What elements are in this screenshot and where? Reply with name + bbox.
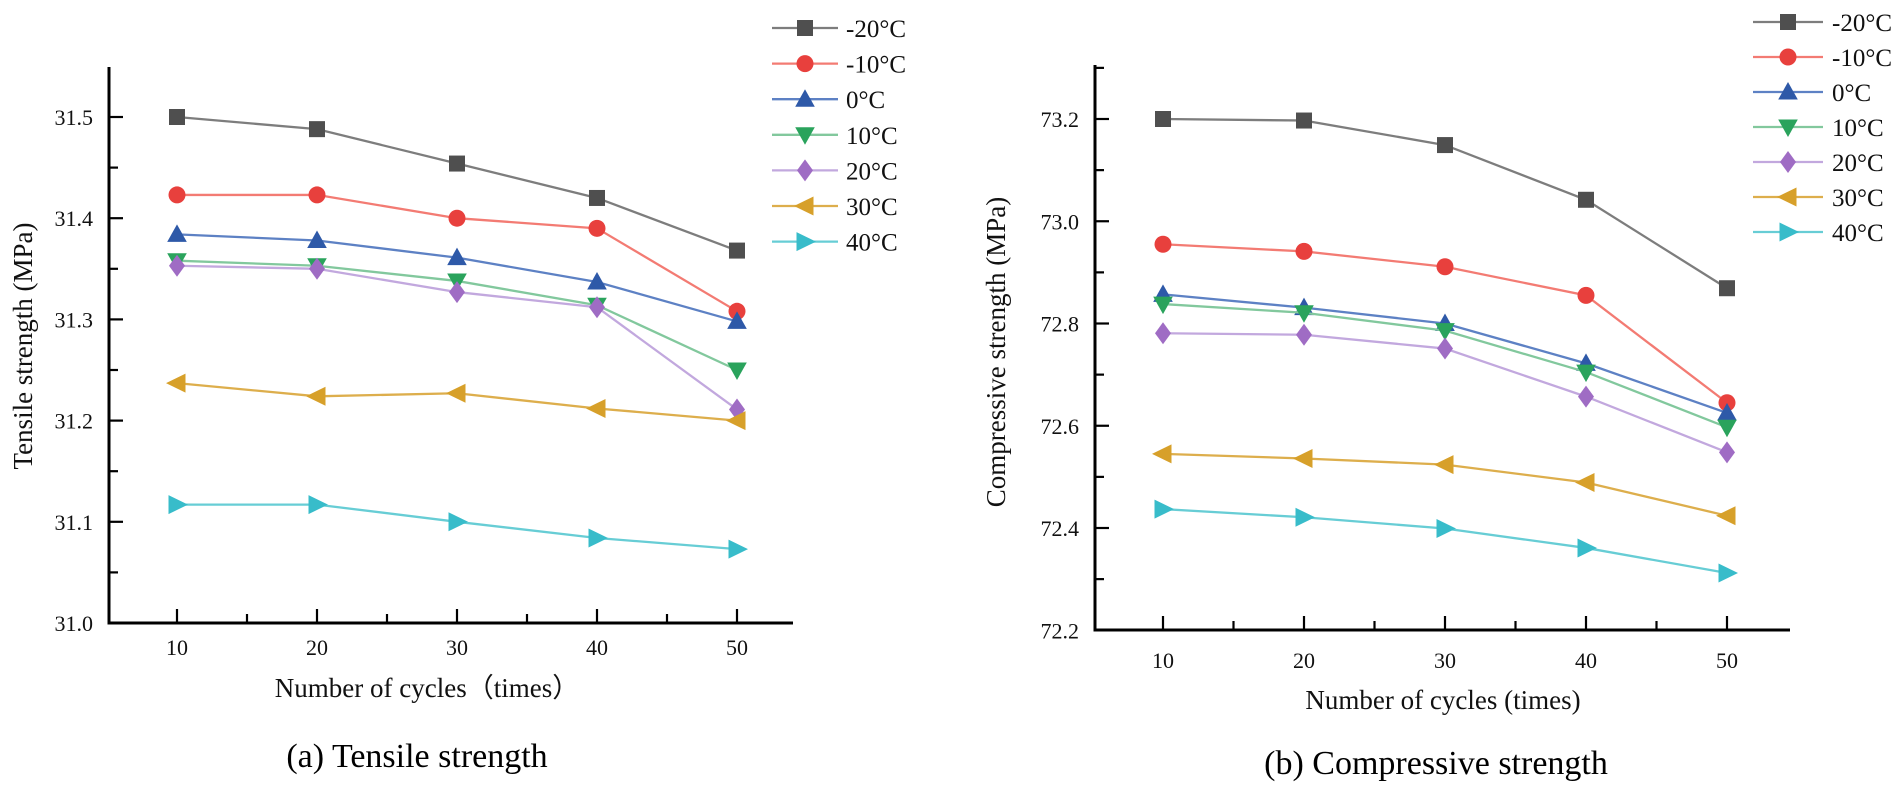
svg-text:0°C: 0°C [1832, 80, 1871, 107]
svg-text:40°C: 40°C [1832, 220, 1884, 247]
svg-text:-10°C: -10°C [1832, 45, 1892, 72]
axes [1093, 65, 1790, 632]
svg-text:10: 10 [166, 635, 188, 660]
svg-text:30: 30 [446, 635, 468, 660]
svg-text:20°C: 20°C [1832, 150, 1884, 177]
svg-text:72.8: 72.8 [1041, 312, 1080, 337]
caption-tensile: (a) Tensile strength [286, 738, 548, 775]
svg-text:73.2: 73.2 [1041, 107, 1080, 132]
y-axis-title: Compressive strength (MPa) [981, 197, 1011, 507]
ticks [109, 115, 739, 625]
y-axis-title: Tensile strength (MPa) [8, 222, 38, 469]
series-10°C [167, 253, 747, 380]
series--10°C [1154, 235, 1736, 412]
x-axis-title: Number of cycles（times） [275, 673, 579, 703]
series-40°C [1154, 499, 1738, 583]
svg-text:-20°C: -20°C [846, 16, 906, 43]
svg-text:73.0: 73.0 [1041, 209, 1080, 234]
series--10°C [168, 186, 746, 320]
series-30°C [1152, 444, 1736, 526]
svg-text:10°C: 10°C [1832, 115, 1884, 142]
svg-text:40°C: 40°C [846, 230, 898, 257]
panel-b: 72.2 72.4 72.6 72.8 73.0 73.2 10 20 30 40 50 Number… [981, 10, 1892, 715]
series-30°C [166, 373, 746, 431]
svg-text:20°C: 20°C [846, 158, 898, 185]
svg-text:31.1: 31.1 [55, 510, 94, 535]
series-10°C [1153, 296, 1737, 438]
svg-text:40: 40 [586, 635, 608, 660]
series-0°C [167, 224, 747, 329]
svg-text:72.6: 72.6 [1041, 414, 1080, 439]
ticks [1095, 66, 1729, 632]
svg-text:50: 50 [1716, 648, 1738, 673]
svg-text:31.4: 31.4 [55, 206, 94, 231]
legend: -20°C -10°C 0°C 10°C 20°C 30°C 40°C [1753, 10, 1892, 247]
series-20°C [1155, 322, 1735, 464]
x-axis-title: Number of cycles (times) [1305, 685, 1580, 715]
svg-text:20: 20 [306, 635, 328, 660]
svg-text:72.4: 72.4 [1041, 516, 1080, 541]
svg-text:31.5: 31.5 [55, 105, 94, 130]
svg-text:40: 40 [1575, 648, 1597, 673]
svg-text:31.2: 31.2 [55, 409, 94, 434]
svg-text:-20°C: -20°C [1832, 10, 1892, 37]
caption-compressive: (b) Compressive strength [1264, 745, 1608, 782]
svg-text:31.3: 31.3 [55, 307, 94, 332]
series-40°C [168, 495, 748, 559]
axes [107, 67, 793, 625]
series--20°C [169, 109, 745, 259]
svg-text:30: 30 [1434, 648, 1456, 673]
svg-text:-10°C: -10°C [846, 52, 906, 79]
tick-labels: 31.0 31.1 31.2 31.3 31.4 31.5 10 20 30 40 50 [55, 105, 749, 660]
svg-text:30°C: 30°C [846, 194, 898, 221]
series--20°C [1155, 111, 1735, 297]
svg-text:0°C: 0°C [846, 87, 885, 114]
panel-a: 31.0 31.1 31.2 31.3 31.4 31.5 10 20 30 40 50 Number… [8, 16, 906, 703]
svg-text:10°C: 10°C [846, 123, 898, 150]
svg-text:31.0: 31.0 [55, 611, 94, 636]
svg-text:20: 20 [1293, 648, 1315, 673]
tick-labels: 72.2 72.4 72.6 72.8 73.0 73.2 10 20 30 40 50 [1041, 107, 1739, 673]
svg-text:50: 50 [726, 635, 748, 660]
svg-text:30°C: 30°C [1832, 185, 1884, 212]
legend: -20°C -10°C 0°C 10°C 20°C 30°C 40°C [772, 16, 906, 257]
svg-text:72.2: 72.2 [1041, 618, 1080, 643]
svg-text:10: 10 [1152, 648, 1174, 673]
